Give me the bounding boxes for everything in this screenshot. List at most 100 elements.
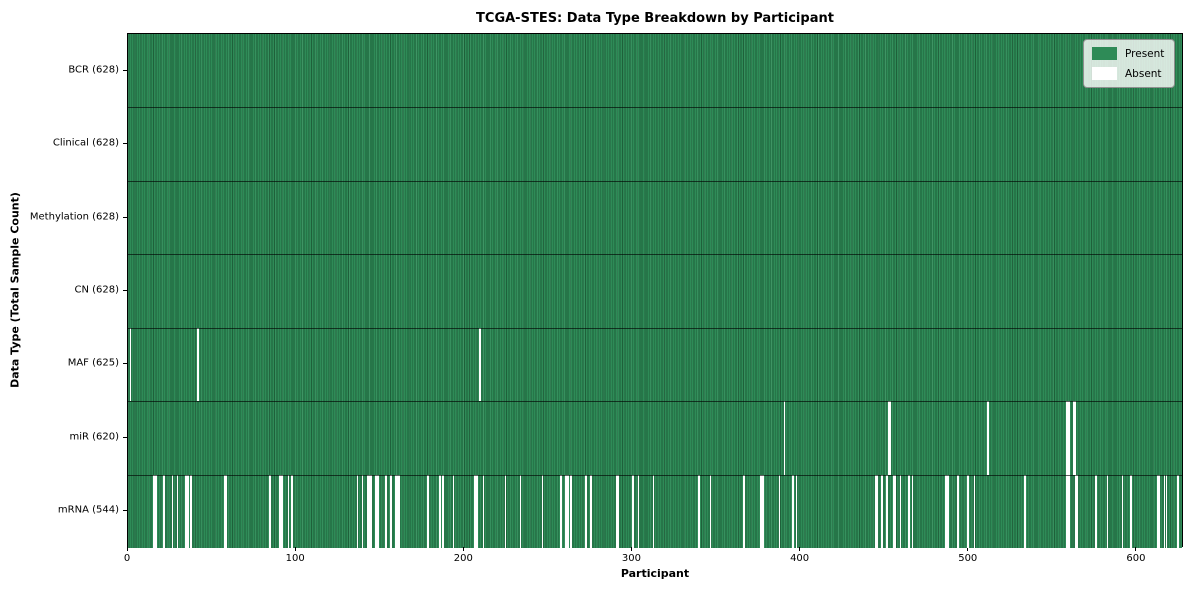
absent-stripe bbox=[356, 474, 359, 548]
absent-stripe bbox=[1165, 474, 1168, 548]
y-tick-mark bbox=[123, 510, 127, 512]
absent-stripe bbox=[186, 474, 189, 548]
absent-stripe bbox=[945, 474, 947, 548]
absent-stripe bbox=[281, 474, 283, 548]
absent-stripe bbox=[760, 474, 762, 548]
absent-stripe bbox=[585, 474, 588, 548]
absent-stripe bbox=[1076, 474, 1079, 548]
row-bcr bbox=[128, 34, 1182, 108]
y-tick-label-maf: MAF (625) bbox=[67, 357, 119, 369]
row-separator bbox=[128, 327, 1182, 329]
absent-stripe bbox=[1094, 474, 1097, 548]
y-tick-mark bbox=[123, 143, 127, 145]
row-separator bbox=[128, 254, 1182, 256]
absent-stripe bbox=[1130, 474, 1132, 548]
absent-stripe bbox=[946, 474, 949, 548]
absent-stripe bbox=[889, 401, 892, 475]
x-tick-mark bbox=[294, 547, 296, 551]
x-tick-label-300: 300 bbox=[621, 553, 641, 564]
absent-stripe bbox=[908, 474, 910, 548]
absent-stripe bbox=[615, 474, 618, 548]
row-separator bbox=[128, 180, 1182, 182]
row-clinical bbox=[128, 107, 1182, 181]
x-tick-label-200: 200 bbox=[453, 553, 473, 564]
absent-stripe bbox=[390, 474, 392, 548]
x-tick-label-500: 500 bbox=[958, 553, 978, 564]
absent-stripe bbox=[225, 474, 228, 548]
chart-title: TCGA-STES: Data Type Breakdown by Partic… bbox=[476, 11, 834, 26]
absent-stripe bbox=[1157, 474, 1159, 548]
absent-stripe bbox=[1074, 474, 1077, 548]
absent-stripe bbox=[479, 327, 482, 402]
y-tick-mark bbox=[123, 69, 127, 71]
absent-stripe bbox=[783, 401, 786, 475]
absent-stripe bbox=[163, 474, 165, 548]
absent-stripe bbox=[190, 474, 192, 548]
y-tick-label-bcr: BCR (628) bbox=[68, 64, 119, 76]
absent-stripe bbox=[876, 474, 878, 548]
row-separator bbox=[128, 474, 1182, 476]
y-tick-mark bbox=[123, 363, 127, 365]
absent-stripe bbox=[698, 474, 700, 548]
legend-item-absent: Absent bbox=[1092, 67, 1164, 80]
present-swatch bbox=[1092, 47, 1117, 60]
x-tick-mark bbox=[799, 547, 801, 551]
absent-swatch bbox=[1092, 67, 1117, 80]
absent-stripe bbox=[1066, 401, 1068, 475]
row-methylation bbox=[128, 180, 1182, 255]
x-tick-label-400: 400 bbox=[790, 553, 810, 564]
absent-stripe bbox=[279, 474, 281, 548]
row-maf bbox=[128, 327, 1182, 402]
absent-stripe bbox=[893, 474, 895, 548]
absent-stripe bbox=[652, 474, 655, 548]
absent-stripe bbox=[385, 474, 387, 548]
absent-stripe bbox=[1067, 401, 1070, 475]
y-tick-label-mrna: mRNA (544) bbox=[57, 504, 119, 516]
absent-stripe bbox=[566, 474, 569, 548]
absent-stripe bbox=[778, 474, 781, 548]
absent-stripe bbox=[987, 401, 989, 475]
absent-stripe bbox=[886, 474, 889, 548]
absent-stripe bbox=[709, 474, 712, 548]
y-tick-mark bbox=[123, 436, 127, 438]
absent-stripe bbox=[1121, 474, 1124, 548]
absent-stripe bbox=[743, 474, 746, 548]
x-axis-title: Participant bbox=[620, 567, 690, 580]
absent-stripe bbox=[519, 474, 522, 548]
absent-stripe bbox=[1067, 474, 1070, 548]
absent-stripe bbox=[153, 474, 155, 548]
absent-stripe bbox=[1024, 474, 1026, 548]
absent-stripe bbox=[171, 474, 174, 548]
x-tick-mark bbox=[1135, 547, 1137, 551]
absent-stripe bbox=[269, 474, 271, 548]
absent-stripe bbox=[956, 474, 959, 548]
row-separator bbox=[128, 107, 1182, 109]
absent-stripe bbox=[482, 474, 485, 548]
plot-area bbox=[127, 33, 1183, 548]
row-cn bbox=[128, 254, 1182, 328]
row-mrna bbox=[128, 474, 1182, 548]
row-separator bbox=[128, 401, 1182, 403]
x-tick-label-600: 600 bbox=[1126, 553, 1146, 564]
absent-stripe bbox=[617, 474, 619, 548]
absent-stripe bbox=[370, 474, 372, 548]
absent-stripe bbox=[560, 474, 562, 548]
y-tick-label-mir: miR (620) bbox=[69, 431, 119, 443]
x-tick-mark bbox=[462, 547, 464, 551]
legend-item-present: Present bbox=[1092, 47, 1164, 60]
absent-stripe bbox=[154, 474, 157, 548]
absent-stripe bbox=[398, 474, 401, 548]
absent-stripe bbox=[474, 474, 477, 548]
x-tick-mark bbox=[967, 547, 969, 551]
absent-stripe bbox=[375, 474, 377, 548]
absent-stripe bbox=[176, 474, 179, 548]
absent-stripe bbox=[196, 327, 199, 402]
absent-stripe bbox=[1158, 474, 1161, 548]
absent-stripe bbox=[761, 474, 764, 548]
absent-stripe bbox=[565, 474, 567, 548]
absent-stripe bbox=[570, 474, 572, 548]
x-tick-label-100: 100 bbox=[285, 553, 305, 564]
absent-stripe bbox=[590, 474, 593, 548]
absent-stripe bbox=[874, 474, 877, 548]
